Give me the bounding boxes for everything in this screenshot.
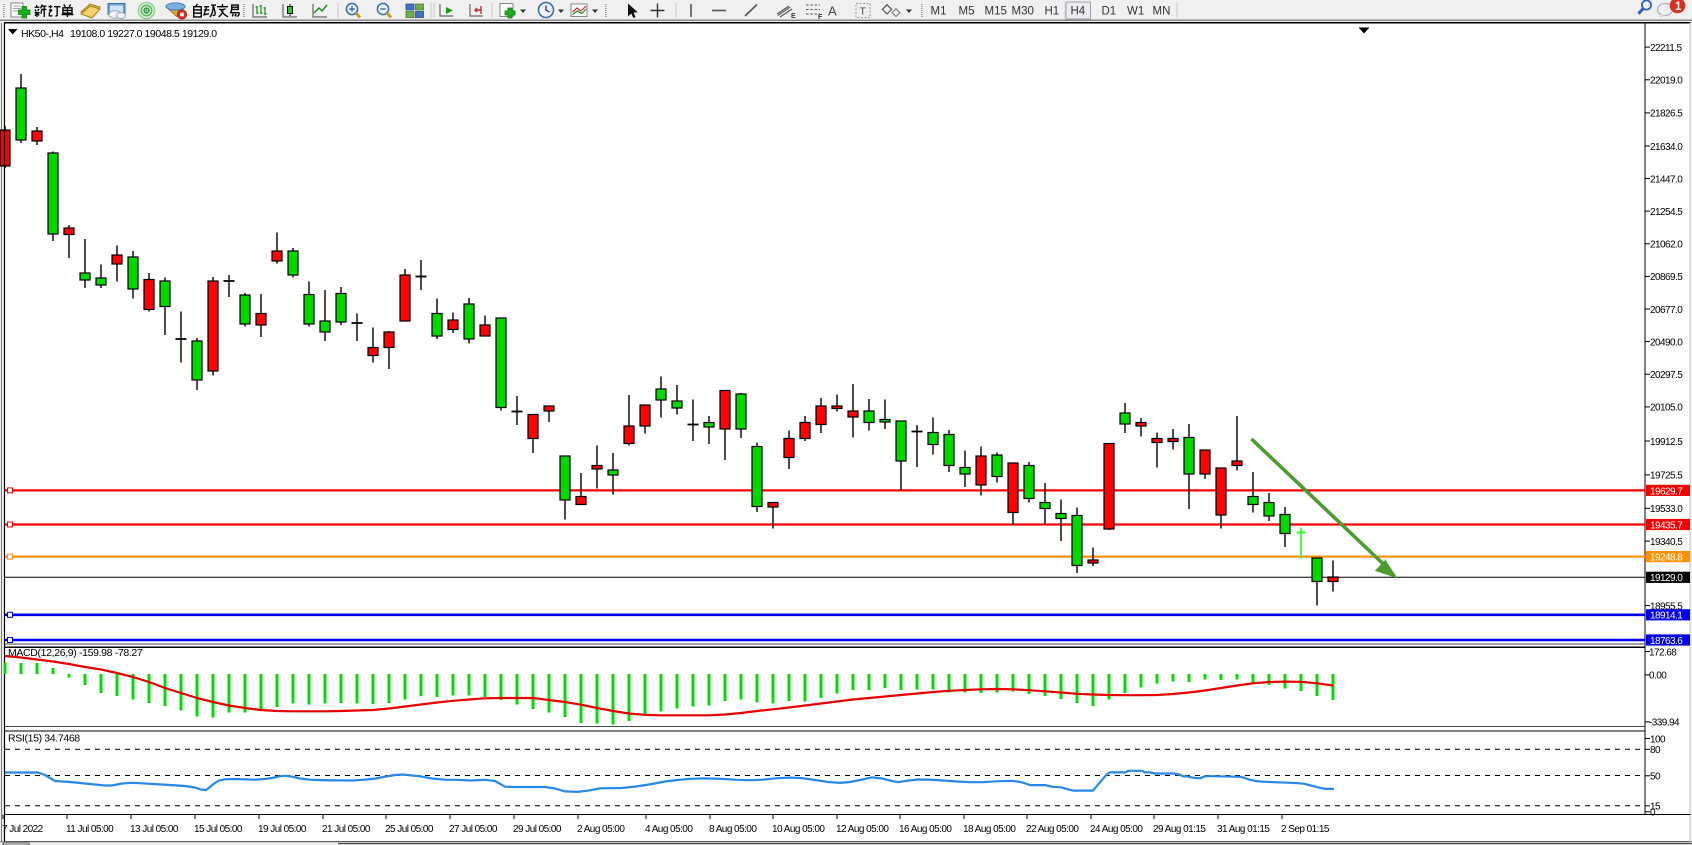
svg-text:21062.0: 21062.0 [1650, 240, 1683, 251]
svg-text:18763.6: 18763.6 [1650, 636, 1683, 647]
svg-text:22019.0: 22019.0 [1650, 76, 1683, 87]
svg-text:2 Aug 05:00: 2 Aug 05:00 [577, 824, 625, 835]
svg-text:21254.5: 21254.5 [1650, 207, 1683, 218]
svg-text:-339.94: -339.94 [1649, 718, 1680, 729]
svg-text:0: 0 [1650, 808, 1656, 819]
svg-text:50: 50 [1650, 772, 1661, 783]
svg-text:4 Aug 05:00: 4 Aug 05:00 [645, 824, 693, 835]
svg-text:11 Jul 05:00: 11 Jul 05:00 [66, 824, 114, 835]
svg-text:29 Aug 01:15: 29 Aug 01:15 [1153, 824, 1206, 835]
svg-text:19435.7: 19435.7 [1650, 520, 1683, 531]
svg-text:W1: W1 [1127, 6, 1144, 18]
svg-text:21826.5: 21826.5 [1650, 109, 1683, 120]
svg-text:31 Aug 01:15: 31 Aug 01:15 [1217, 824, 1270, 835]
svg-text:RSI(15) 34.7468: RSI(15) 34.7468 [8, 733, 80, 745]
svg-text:19629.7: 19629.7 [1650, 486, 1683, 497]
svg-text:172.68: 172.68 [1649, 647, 1677, 658]
svg-text:H4: H4 [1071, 6, 1086, 18]
svg-text:F: F [818, 14, 823, 21]
svg-text:19248.8: 19248.8 [1650, 553, 1683, 564]
svg-text:19725.5: 19725.5 [1650, 471, 1683, 482]
svg-text:M15: M15 [985, 6, 1007, 18]
svg-text:19129.0: 19129.0 [1650, 573, 1683, 584]
svg-text:M30: M30 [1012, 6, 1034, 18]
svg-text:1: 1 [1675, 1, 1682, 13]
svg-text:10 Aug 05:00: 10 Aug 05:00 [772, 824, 825, 835]
svg-text:M5: M5 [959, 6, 975, 18]
svg-text:25 Jul 05:00: 25 Jul 05:00 [385, 824, 434, 835]
svg-text:100: 100 [1650, 734, 1666, 745]
svg-text:80: 80 [1650, 745, 1661, 756]
svg-text:H1: H1 [1045, 6, 1060, 18]
svg-text:15 Jul 05:00: 15 Jul 05:00 [194, 824, 243, 835]
svg-text:24 Aug 05:00: 24 Aug 05:00 [1090, 824, 1143, 835]
svg-text:19340.5: 19340.5 [1650, 537, 1683, 548]
svg-text:12 Aug 05:00: 12 Aug 05:00 [836, 824, 889, 835]
svg-text:20677.0: 20677.0 [1650, 305, 1683, 316]
svg-text:MACD(12,26,9) -159.98 -78.27: MACD(12,26,9) -159.98 -78.27 [8, 647, 143, 659]
svg-text:15: 15 [1650, 802, 1661, 813]
svg-text:19533.0: 19533.0 [1650, 504, 1683, 515]
svg-text:2 Sep 01:15: 2 Sep 01:15 [1281, 824, 1330, 835]
svg-text:HK50-,H4: HK50-,H4 [21, 28, 64, 40]
svg-text:20869.5: 20869.5 [1650, 272, 1683, 283]
svg-text:29 Jul 05:00: 29 Jul 05:00 [513, 824, 562, 835]
svg-text:19 Jul 05:00: 19 Jul 05:00 [258, 824, 307, 835]
svg-text:20297.5: 20297.5 [1650, 370, 1683, 381]
svg-text:20490.0: 20490.0 [1650, 337, 1683, 348]
svg-text:16 Aug 05:00: 16 Aug 05:00 [899, 824, 952, 835]
svg-text:MN: MN [1153, 6, 1171, 18]
svg-text:18914.1: 18914.1 [1650, 611, 1683, 622]
svg-text:7 Jul 2022: 7 Jul 2022 [2, 824, 44, 835]
svg-text:13 Jul 05:00: 13 Jul 05:00 [130, 824, 179, 835]
svg-text:20105.0: 20105.0 [1650, 403, 1683, 414]
svg-text:18955.5: 18955.5 [1650, 601, 1683, 612]
svg-text:22 Aug 05:00: 22 Aug 05:00 [1026, 824, 1079, 835]
svg-text:A: A [828, 4, 837, 19]
svg-text:0.00: 0.00 [1649, 671, 1667, 682]
svg-text:21447.0: 21447.0 [1650, 174, 1683, 185]
svg-text:21 Jul 05:00: 21 Jul 05:00 [322, 824, 371, 835]
svg-text:18 Aug 05:00: 18 Aug 05:00 [963, 824, 1016, 835]
svg-text:M1: M1 [931, 6, 947, 18]
svg-text:T: T [860, 6, 867, 18]
svg-text:22211.5: 22211.5 [1650, 43, 1683, 54]
svg-text:19108.0 19227.0 19048.5 19129.: 19108.0 19227.0 19048.5 19129.0 [70, 28, 217, 40]
svg-text:19912.5: 19912.5 [1650, 437, 1683, 448]
svg-text:8 Aug 05:00: 8 Aug 05:00 [709, 824, 757, 835]
svg-text:21634.0: 21634.0 [1650, 142, 1683, 153]
svg-text:27 Jul 05:00: 27 Jul 05:00 [449, 824, 498, 835]
svg-text:E: E [791, 13, 796, 20]
svg-text:D1: D1 [1102, 6, 1117, 18]
